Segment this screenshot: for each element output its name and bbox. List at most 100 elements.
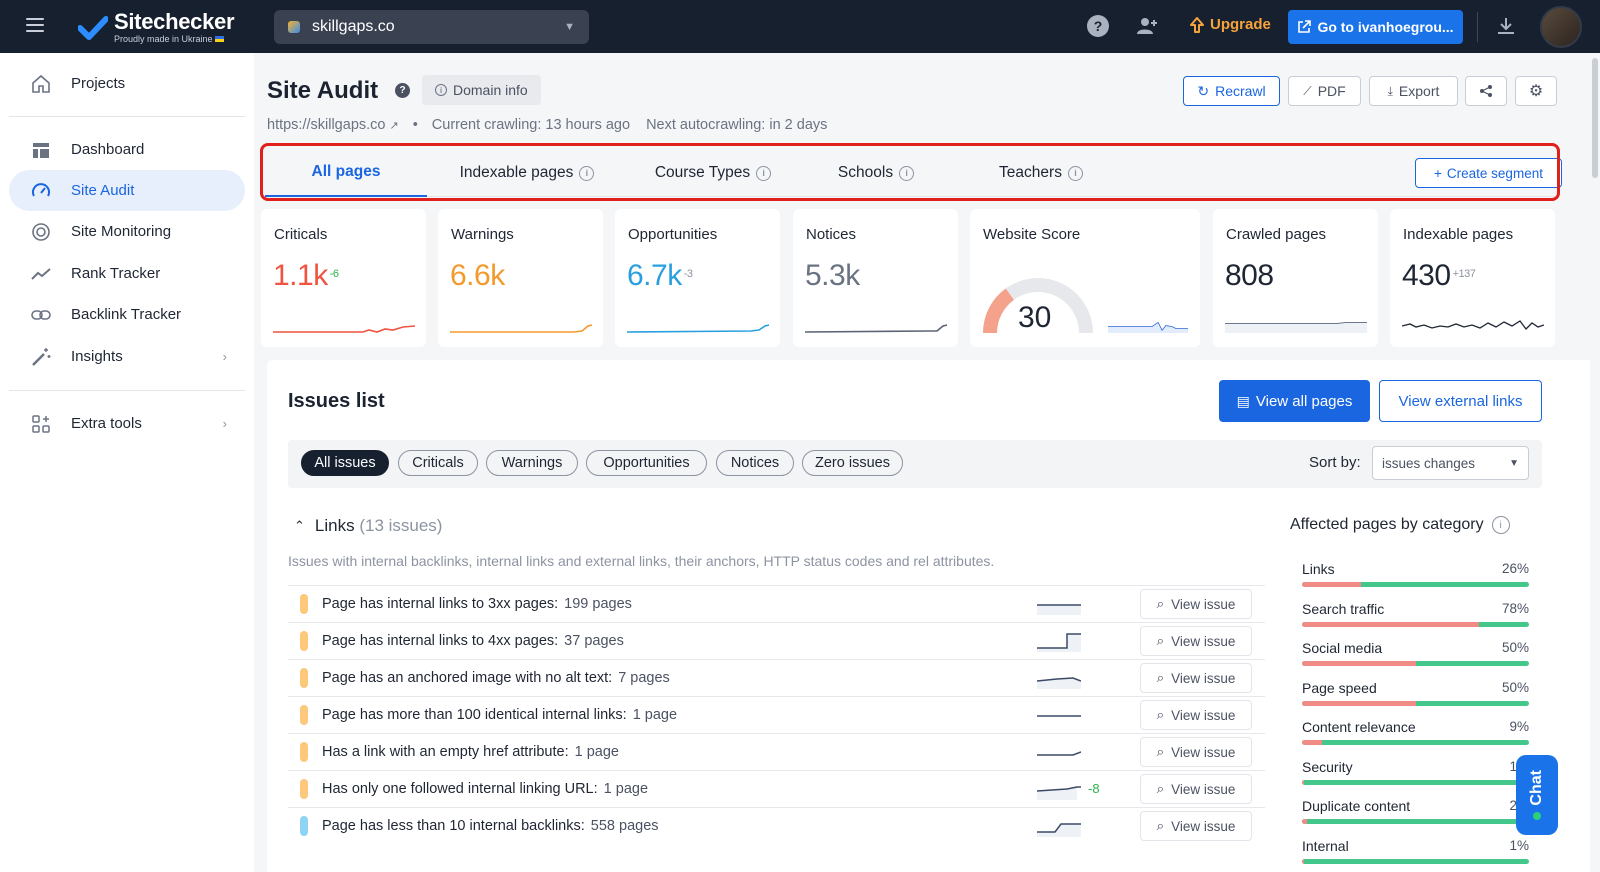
tab-course-types[interactable]: Course Types i xyxy=(638,149,788,197)
category-item[interactable]: Duplicate content2% xyxy=(1302,797,1529,831)
filter-opportunities[interactable]: Opportunities xyxy=(586,450,707,476)
category-item[interactable]: Page speed 50% xyxy=(1302,679,1529,713)
upgrade-button[interactable]: Upgrade xyxy=(1190,16,1271,33)
help-icon[interactable]: ? xyxy=(1086,14,1110,38)
card-indexable-pages[interactable]: Indexable pages 430 +137 xyxy=(1390,209,1555,347)
logo[interactable]: Sitechecker Proudly made in Ukraine xyxy=(78,11,235,44)
category-name: Page speed xyxy=(1302,679,1377,696)
filter-notices[interactable]: Notices xyxy=(716,450,794,476)
site-url[interactable]: https://skillgaps.co xyxy=(267,117,386,133)
card-value: 6.6k xyxy=(450,259,505,292)
issue-row: Page has internal links to 3xx pages: 199… xyxy=(288,585,1265,622)
sidebar-item-site-audit[interactable]: Site Audit xyxy=(9,170,245,211)
ukraine-flag-icon xyxy=(215,36,225,42)
sidebar-item-insights[interactable]: Insights › xyxy=(9,336,245,377)
issue-text[interactable]: Page has internal links to 3xx pages: 199… xyxy=(322,596,632,612)
links-group-header[interactable]: ⌃ Links (13 issues) xyxy=(294,516,442,536)
category-bar xyxy=(1302,700,1529,706)
info-icon[interactable]: i xyxy=(579,165,595,181)
pdf-button[interactable]: ⟋ PDF xyxy=(1288,76,1361,106)
sparkline xyxy=(1108,321,1188,333)
card-criticals[interactable]: Criticals 1.1k -6 xyxy=(261,209,426,347)
issue-text[interactable]: Page has an anchored image with no alt t… xyxy=(322,670,670,686)
pdf-icon: ⟋ xyxy=(1303,83,1312,98)
issue-row: Has only one followed internal linking U… xyxy=(288,770,1265,807)
score-value: 30 xyxy=(1018,301,1052,334)
scrollbar-track[interactable] xyxy=(1590,53,1600,872)
category-item[interactable]: Security1% xyxy=(1302,758,1529,792)
issue-text[interactable]: Page has internal links to 4xx pages: 37 … xyxy=(322,633,624,649)
category-item[interactable]: Links 26% xyxy=(1302,560,1529,594)
tab-all-pages[interactable]: All pages xyxy=(265,149,427,197)
filter-criticals[interactable]: Criticals xyxy=(398,450,478,476)
view-issue-button[interactable]: ⌕ View issue xyxy=(1140,774,1252,804)
card-notices[interactable]: Notices 5.3k xyxy=(793,209,958,347)
create-segment-button[interactable]: + Create segment xyxy=(1415,158,1562,188)
view-all-pages-button[interactable]: ▤ View all pages xyxy=(1219,380,1370,422)
filter-all-issues[interactable]: All issues xyxy=(301,450,389,476)
scrollbar-thumb[interactable] xyxy=(1592,58,1598,178)
view-issue-button[interactable]: ⌕ View issue xyxy=(1140,589,1252,619)
view-issue-button[interactable]: ⌕ View issue xyxy=(1140,700,1252,730)
card-delta: +137 xyxy=(1452,268,1476,280)
tab-teachers[interactable]: Teachers i xyxy=(988,149,1094,197)
info-icon[interactable]: i xyxy=(899,165,915,181)
chat-button[interactable]: Chat xyxy=(1516,755,1558,835)
download-icon[interactable] xyxy=(1494,14,1518,38)
issue-text[interactable]: Has a link with an empty href attribute:… xyxy=(322,744,619,760)
view-issue-button[interactable]: ⌕ View issue xyxy=(1140,626,1252,656)
category-item[interactable]: Social media 50% xyxy=(1302,639,1529,673)
export-button[interactable]: ⤓ Export xyxy=(1369,76,1458,106)
issue-text[interactable]: Has only one followed internal linking U… xyxy=(322,781,649,797)
card-website-score[interactable]: Website Score 30 xyxy=(970,209,1200,347)
external-link-icon[interactable]: ↗ xyxy=(389,119,399,132)
category-percent: 78% xyxy=(1501,600,1529,616)
issue-text[interactable]: Page has more than 100 identical interna… xyxy=(322,707,678,723)
tab-indexable-pages[interactable]: Indexable pages i xyxy=(442,149,612,197)
caret-down-icon: ▼ xyxy=(1509,457,1519,469)
sort-select[interactable]: issues changes ▼ xyxy=(1372,446,1529,480)
sidebar-item-dashboard[interactable]: Dashboard xyxy=(9,129,245,170)
sidebar-item-site-monitoring[interactable]: Site Monitoring xyxy=(9,211,245,252)
info-icon[interactable]: i xyxy=(1491,516,1510,534)
settings-button[interactable]: ⚙ xyxy=(1515,76,1557,106)
card-crawled-pages[interactable]: Crawled pages 808 xyxy=(1213,209,1378,347)
sidebar-item-rank-tracker[interactable]: Rank Tracker xyxy=(9,253,245,294)
view-external-links-button[interactable]: View external links xyxy=(1379,380,1542,422)
home-icon xyxy=(31,74,51,94)
chevron-up-icon: ⌃ xyxy=(294,518,305,533)
category-name: Links xyxy=(1302,561,1335,577)
issue-text[interactable]: Page has less than 10 internal backlinks… xyxy=(322,818,659,834)
arrow-up-icon xyxy=(1190,16,1204,33)
help-icon[interactable]: ? xyxy=(395,83,410,98)
share-button[interactable] xyxy=(1465,76,1507,106)
brand-tagline: Proudly made in Ukraine xyxy=(114,34,234,44)
category-bar xyxy=(1302,582,1529,587)
user-avatar[interactable] xyxy=(1540,6,1582,48)
info-icon[interactable]: i xyxy=(1067,165,1083,181)
card-opportunities[interactable]: Opportunities 6.7k -3 xyxy=(615,209,780,347)
info-icon[interactable]: i xyxy=(756,165,772,181)
view-issue-button[interactable]: ⌕ View issue xyxy=(1140,811,1252,841)
filter-zero-issues[interactable]: Zero issues xyxy=(802,450,903,476)
card-warnings[interactable]: Warnings 6.6k xyxy=(438,209,603,347)
category-name: Internal xyxy=(1302,837,1349,854)
project-select[interactable]: skillgaps.co ▼ xyxy=(274,10,589,44)
sidebar-item-projects[interactable]: Projects xyxy=(9,63,245,104)
category-item[interactable]: Internal 1% xyxy=(1302,837,1529,871)
gear-icon: ⚙ xyxy=(1528,83,1544,100)
sidebar-item-extra-tools[interactable]: Extra tools › xyxy=(9,403,245,444)
sidebar-item-backlink-tracker[interactable]: Backlink Tracker xyxy=(9,294,245,335)
category-item[interactable]: Content relevance 9% xyxy=(1302,718,1529,752)
domain-info-button[interactable]: i Domain info xyxy=(422,75,541,105)
recrawl-button[interactable]: ↻ Recrawl xyxy=(1183,76,1280,106)
view-issue-button[interactable]: ⌕ View issue xyxy=(1140,663,1252,693)
view-issue-button[interactable]: ⌕ View issue xyxy=(1140,737,1252,767)
menu-icon[interactable] xyxy=(26,18,44,32)
filter-warnings[interactable]: Warnings xyxy=(486,450,578,476)
add-user-icon[interactable] xyxy=(1135,14,1159,38)
goto-agency-button[interactable]: Go to ivanhoegrou... xyxy=(1288,10,1463,44)
category-item[interactable]: Search traffic 78% xyxy=(1302,600,1529,634)
magic-wand-icon xyxy=(31,347,51,367)
tab-schools[interactable]: Schools i xyxy=(826,149,926,197)
